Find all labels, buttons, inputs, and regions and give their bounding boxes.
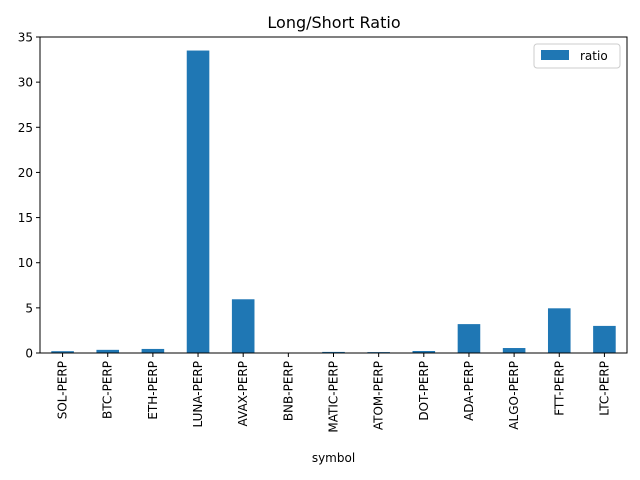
y-tick-label: 15 [18, 211, 33, 225]
legend: ratio [533, 43, 621, 69]
bar-sol-perp [51, 351, 74, 353]
x-tick-label: SOL-PERP [56, 361, 70, 419]
x-tick-label: LUNA-PERP [191, 361, 205, 428]
legend-swatch [541, 50, 569, 60]
legend-label: ratio [580, 49, 608, 63]
x-tick-label: BTC-PERP [101, 361, 115, 419]
y-tick-label: 35 [18, 31, 33, 45]
x-tick-label: ADA-PERP [462, 361, 476, 421]
bar-luna-perp [186, 50, 210, 353]
x-tick-label: DOT-PERP [417, 361, 431, 421]
x-tick-label: BNB-PERP [281, 361, 295, 421]
x-axis: SOL-PERP BTC-PERP ETH-PERP LUNA-PERP AVAX-PE… [56, 353, 611, 433]
y-tick-label: 30 [18, 76, 33, 90]
chart-title: Long/Short Ratio [267, 13, 400, 32]
bar-btc-perp [96, 349, 120, 353]
bar-ada-perp [457, 324, 481, 353]
x-tick-label: LTC-PERP [597, 361, 611, 416]
x-tick-label: ETH-PERP [146, 361, 160, 420]
bar-dot-perp [412, 351, 436, 353]
bar-ftt-perp [547, 308, 571, 353]
y-tick-label: 0 [25, 347, 33, 361]
bar-eth-perp [141, 348, 165, 353]
x-tick-label: ATOM-PERP [372, 361, 386, 430]
bar-matic-perp [322, 351, 345, 353]
x-axis-label: symbol [312, 451, 355, 465]
y-tick-label: 10 [18, 256, 33, 270]
plot-frame [39, 36, 628, 354]
x-tick-label: FTT-PERP [552, 361, 566, 416]
x-tick-label: AVAX-PERP [236, 361, 250, 426]
x-tick-label: ALGO-PERP [507, 361, 521, 430]
x-tick-label: MATIC-PERP [327, 361, 341, 433]
bar-ltc-perp [593, 325, 616, 353]
y-tick-label: 25 [18, 121, 33, 135]
bar-avax-perp [231, 299, 255, 353]
y-tick-label: 5 [25, 301, 33, 315]
bar-algo-perp [502, 348, 526, 353]
y-tick-label: 20 [18, 166, 33, 180]
y-axis: 0 5 10 15 20 25 30 35 [18, 31, 40, 361]
